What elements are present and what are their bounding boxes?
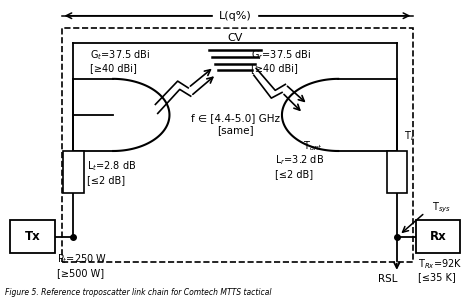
Bar: [63, 152, 84, 193]
Text: Tx: Tx: [25, 230, 40, 243]
Text: G$_t$=37.5 dBi
[≥40 dBi]: G$_t$=37.5 dBi [≥40 dBi]: [90, 48, 150, 73]
Text: P$_t$=250 W
[≥500 W]: P$_t$=250 W [≥500 W]: [57, 252, 107, 278]
Text: Rx: Rx: [429, 230, 446, 243]
Text: CV: CV: [228, 33, 243, 43]
Bar: [416, 220, 460, 253]
Text: L$_t$=2.8 dB
[≤2 dB]: L$_t$=2.8 dB [≤2 dB]: [87, 159, 137, 185]
Bar: [386, 152, 407, 193]
Text: L(q%): L(q%): [219, 11, 252, 21]
Text: L$_r$=3.2 dB
[≤2 dB]: L$_r$=3.2 dB [≤2 dB]: [275, 153, 324, 179]
Text: T$_{Rx}$=92K
[≤35 K]: T$_{Rx}$=92K [≤35 K]: [418, 257, 462, 282]
Text: T$_{ant}$: T$_{ant}$: [303, 140, 322, 153]
Text: f ∈ [4.4-5.0] GHz
[same]: f ∈ [4.4-5.0] GHz [same]: [191, 113, 280, 135]
Text: RSL: RSL: [378, 274, 397, 284]
Text: T$_{sys}$: T$_{sys}$: [432, 201, 451, 215]
Bar: [62, 28, 413, 262]
Bar: [10, 220, 55, 253]
Text: Figure 5. Reference troposcatter link chain for Comtech MTTS tactical: Figure 5. Reference troposcatter link ch…: [5, 288, 272, 297]
Text: T$_r$: T$_r$: [404, 129, 415, 143]
Text: G$_r$=37.5 dBi
[≥40 dBi]: G$_r$=37.5 dBi [≥40 dBi]: [252, 48, 312, 73]
